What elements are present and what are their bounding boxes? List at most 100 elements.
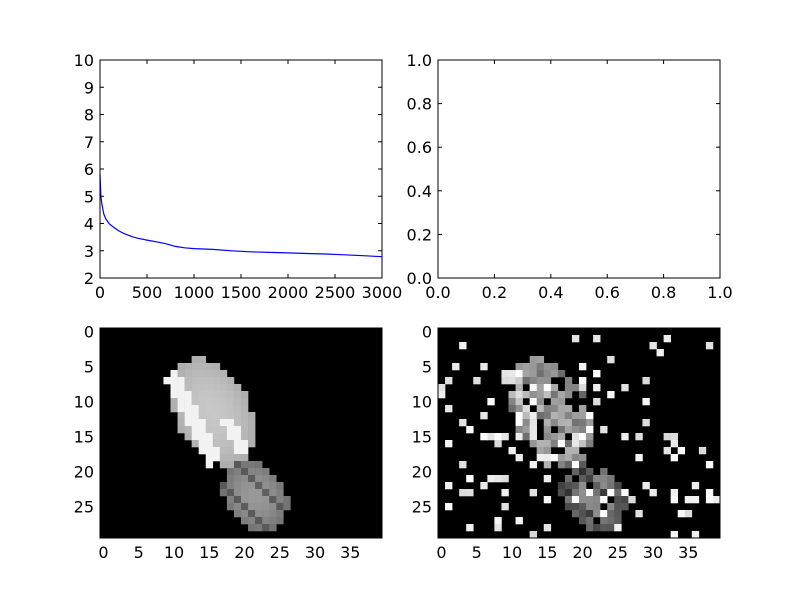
image-pixel [466, 426, 474, 434]
image-pixel [501, 489, 509, 497]
image-pixel [466, 475, 474, 483]
image-pixel [550, 391, 559, 399]
image-pixel [184, 419, 192, 427]
image-pixel [670, 454, 678, 462]
y-tick-label: 25 [412, 498, 432, 517]
image-pixel [226, 419, 235, 427]
image-pixel [684, 496, 693, 504]
image-pixel [607, 503, 615, 511]
image-pixel [177, 370, 185, 378]
image-pixel [219, 482, 228, 490]
image-pixel [557, 482, 566, 490]
image-pixel [241, 496, 249, 504]
image-pixel [233, 475, 242, 483]
image-pixel [557, 419, 566, 427]
image-pixel [571, 433, 580, 441]
image-pixel [522, 433, 530, 441]
image-pixel [642, 482, 650, 490]
x-tick-labels: 0 500 1000 1500 2000 2500 3000 [95, 283, 402, 302]
image-pixel [522, 370, 530, 378]
image-pixel [177, 377, 185, 385]
image-pixel [255, 517, 263, 525]
image-pixel [515, 398, 523, 406]
image-pixel [586, 510, 594, 518]
x-tick-label: 3000 [362, 283, 403, 302]
image-pixel [557, 426, 566, 434]
image-pixel [233, 503, 242, 511]
image-pixel [226, 496, 235, 504]
image-pixel [177, 398, 185, 406]
image-pixel [557, 398, 566, 406]
image-pixel [614, 496, 622, 504]
image-pixel [543, 475, 552, 483]
image-pixel [219, 391, 228, 399]
image-pixel [205, 398, 214, 406]
image-pixel [248, 517, 256, 525]
image-pixel [233, 482, 242, 490]
y-tick-label: 10 [74, 393, 94, 412]
image-pixel [515, 363, 523, 371]
image-pixel [543, 405, 552, 413]
image-pixel [191, 384, 199, 392]
image-pixel [515, 517, 523, 525]
image-pixel [212, 433, 221, 441]
image-pixel [487, 398, 495, 406]
image-pixel [508, 370, 516, 378]
image-pixel [579, 363, 587, 371]
image-pixel [529, 356, 537, 364]
image-pixel [283, 503, 291, 511]
image-pixel [501, 370, 509, 378]
image-pixel [494, 440, 502, 448]
y-tick-label: 15 [412, 428, 432, 447]
image-pixel [276, 503, 284, 511]
image-pixel [593, 335, 601, 343]
image-pixel [607, 524, 615, 532]
image-pixel [241, 503, 249, 511]
image-pixel [191, 398, 199, 406]
image-pixel [508, 391, 516, 399]
axes-frame [99, 327, 383, 539]
image-pixel [607, 475, 615, 483]
image-pixel [515, 419, 523, 427]
image-pixel [600, 496, 608, 504]
image-pixel [184, 405, 192, 413]
image-pixel [564, 461, 573, 469]
image-pixel [536, 405, 545, 413]
image-pixel [241, 405, 249, 413]
image-pixel [219, 440, 228, 448]
y-tick-label: 7 [84, 133, 94, 152]
image-pixel [255, 468, 263, 476]
image-pixel [438, 391, 446, 399]
image-pixel [233, 419, 242, 427]
image-pixel [579, 503, 587, 511]
image-pixel [670, 440, 678, 448]
image-pixel [571, 461, 580, 469]
image-pixel [276, 482, 284, 490]
image-pixel [677, 510, 686, 518]
image-pixel [614, 510, 622, 518]
image-pixel [248, 426, 256, 434]
image-pixel [212, 377, 221, 385]
image-pixel [226, 447, 235, 455]
image-pixel [536, 412, 545, 420]
y-tick-label: 5 [84, 187, 94, 206]
x-tick-label: 1500 [221, 283, 262, 302]
image-pixel [550, 433, 559, 441]
y-tick-label: 15 [74, 428, 94, 447]
image-pixel [571, 482, 580, 490]
image-pixel [564, 475, 573, 483]
image-pixel [586, 517, 594, 525]
y-tick-label: 1.0 [407, 51, 432, 70]
image-pixel [255, 510, 263, 518]
y-tick-label: 0 [422, 323, 432, 342]
image-pixel [241, 447, 249, 455]
image-pixel [691, 482, 700, 490]
image-pixel [473, 377, 481, 385]
image-pixel [241, 489, 249, 497]
image-pixel [170, 370, 178, 378]
image-pixel [564, 426, 573, 434]
y-tick-label: 0.0 [407, 269, 432, 288]
empty-axes-panel: 0.0 0.2 0.4 0.6 0.8 1.0 0.0 0.2 0.4 0.6 0.8 1.0 [407, 51, 733, 302]
image-pixel [205, 447, 214, 455]
